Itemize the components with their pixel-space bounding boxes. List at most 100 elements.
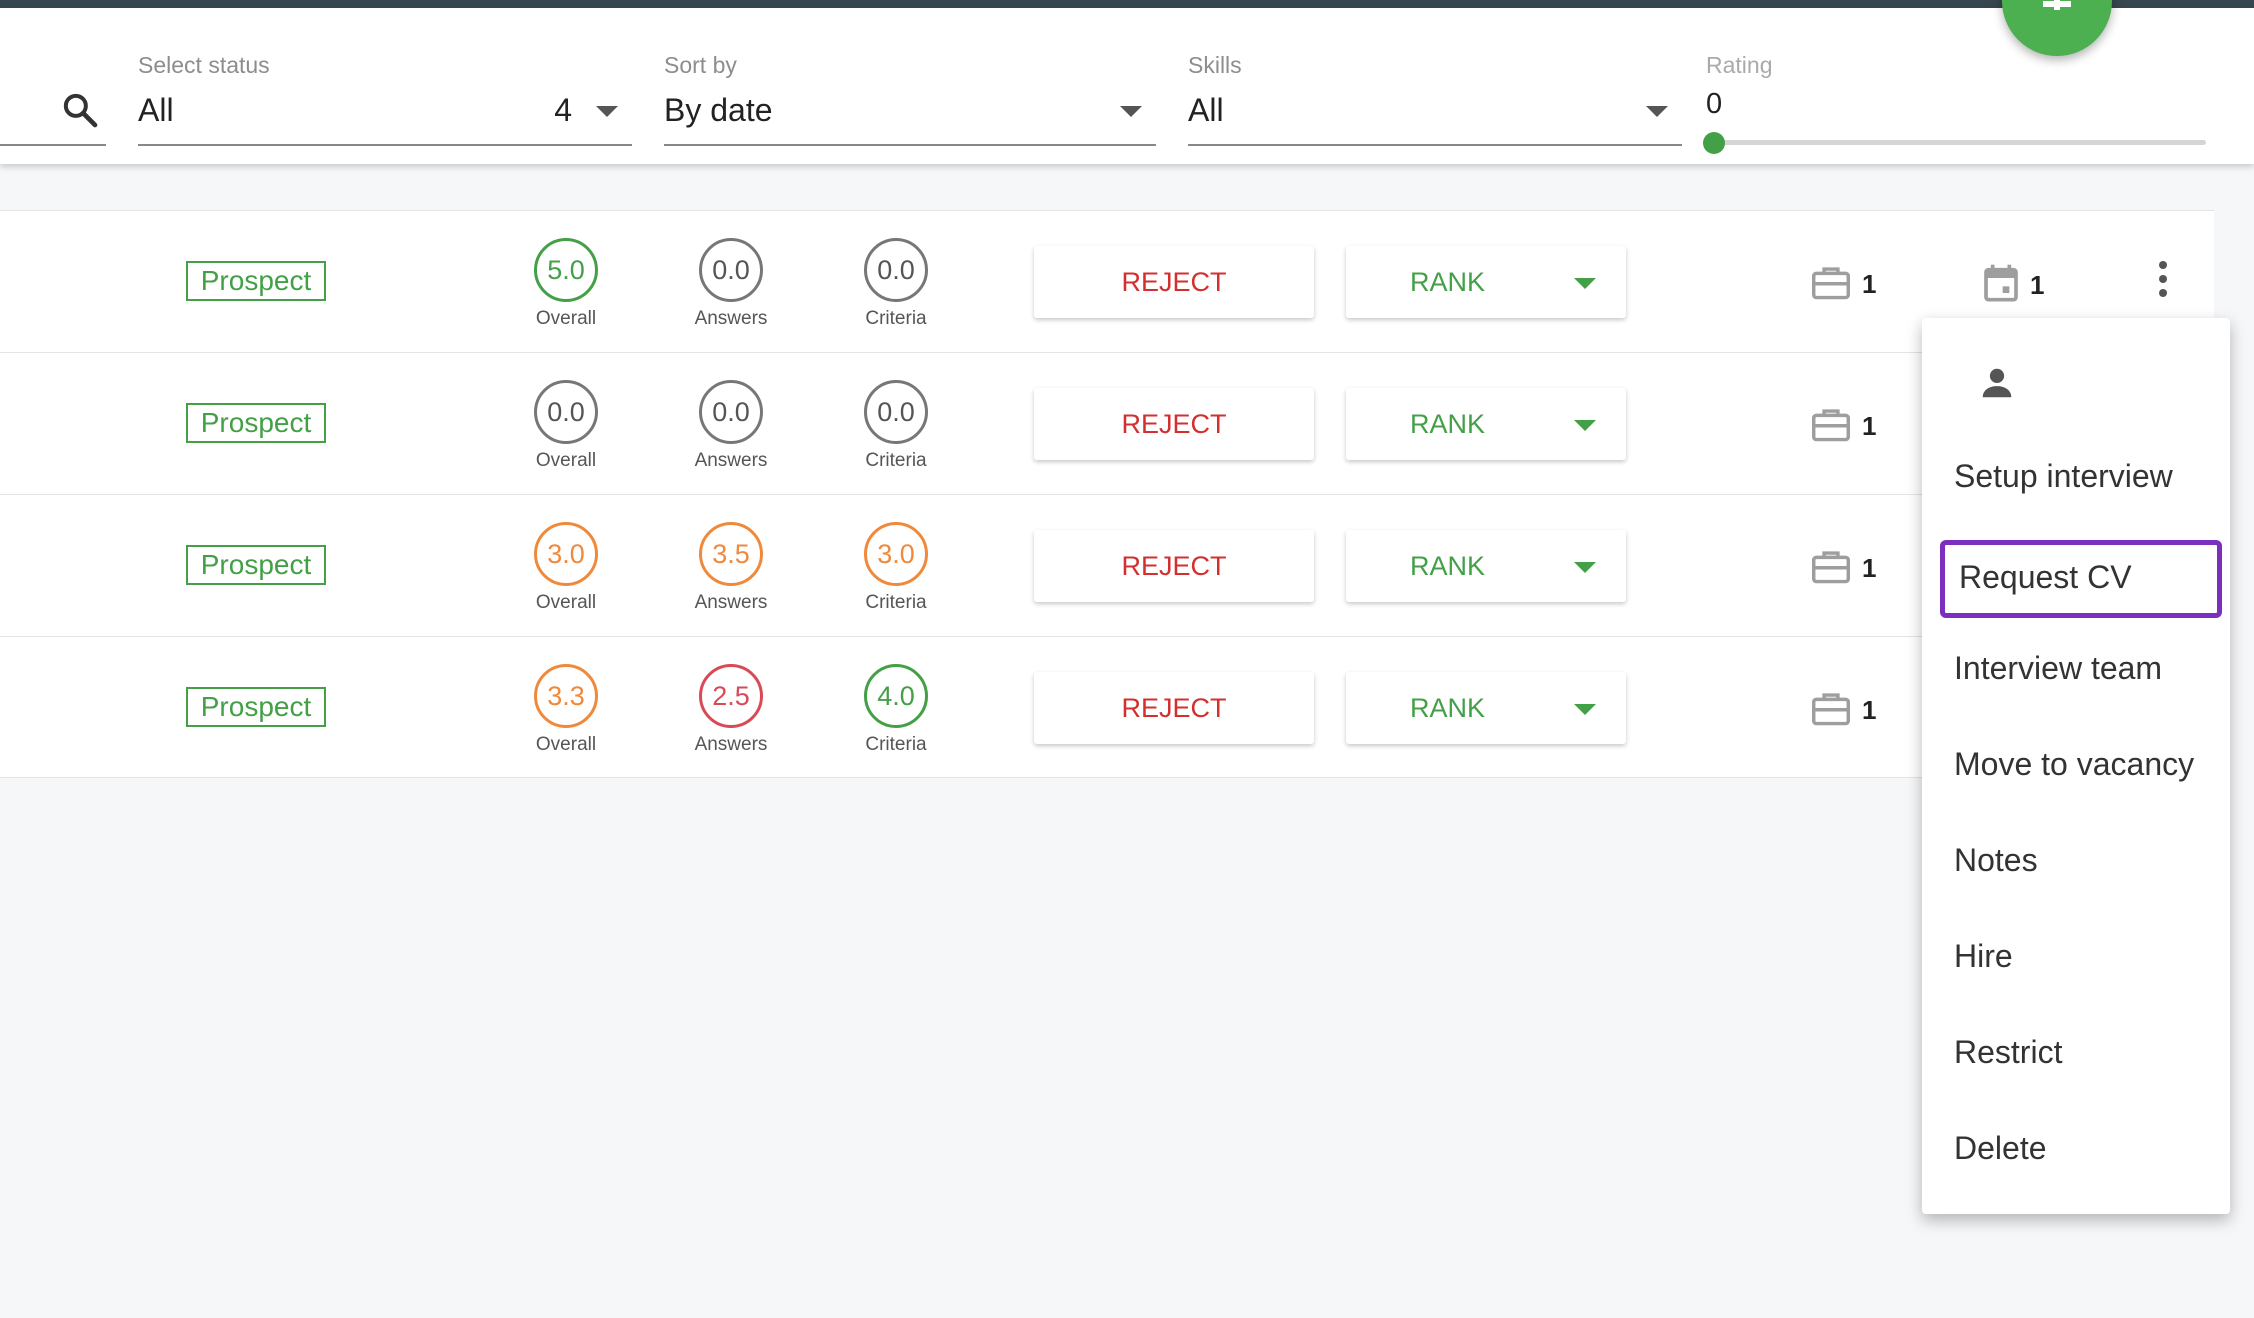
chevron-down-icon[interactable]: [1574, 562, 1596, 573]
menu-item-hire[interactable]: Hire: [1954, 938, 2013, 974]
status-select-value: All: [138, 92, 174, 128]
overall-score-value: 3.0: [534, 522, 598, 586]
status-select-label: Select status: [138, 52, 270, 78]
answers-score-caption: Answers: [694, 450, 768, 471]
overall-score: 3.0 Overall: [506, 522, 626, 614]
status-badge: Prospect: [186, 261, 326, 301]
status-select-underline: [138, 144, 632, 146]
criteria-score: 0.0 Criteria: [836, 238, 956, 330]
rating-filter: Rating 0: [1703, 42, 2206, 154]
reject-button[interactable]: REJECT: [1034, 530, 1314, 602]
menu-item-request-cv[interactable]: Request CV: [1940, 540, 2222, 618]
rank-button[interactable]: RANK: [1346, 388, 1626, 460]
criteria-score-value: 4.0: [864, 664, 928, 728]
answers-score-value: 0.0: [699, 380, 763, 444]
rating-slider-thumb[interactable]: [1703, 132, 1725, 154]
criteria-score-value: 0.0: [864, 380, 928, 444]
answers-score: 0.0 Answers: [671, 380, 791, 472]
menu-item-delete[interactable]: Delete: [1954, 1130, 2047, 1166]
candidate-row: Prospect 3.3 Overall 2.5 Answers 4.0 Criteria R…: [0, 636, 2214, 778]
chevron-down-icon[interactable]: [1574, 704, 1596, 715]
status-badge: Prospect: [186, 687, 326, 727]
overall-score-value: 3.3: [534, 664, 598, 728]
briefcase-icon: [1810, 405, 1852, 448]
reject-button[interactable]: REJECT: [1034, 246, 1314, 318]
criteria-score: 0.0 Criteria: [836, 380, 956, 472]
skills-select-value: All: [1188, 92, 1224, 128]
applications-count-value: 1: [1862, 269, 1877, 299]
criteria-score-caption: Criteria: [865, 308, 927, 329]
sort-select-label: Sort by: [664, 52, 737, 78]
answers-score: 2.5 Answers: [671, 664, 791, 756]
filter-bar: Select status All 4 Sort by By date Skil…: [0, 8, 2254, 164]
candidate-row: Prospect 0.0 Overall 0.0 Answers 0.0 Criteria R…: [0, 352, 2214, 494]
menu-item-notes[interactable]: Notes: [1954, 842, 2038, 878]
reject-button[interactable]: REJECT: [1034, 672, 1314, 744]
interviews-count[interactable]: 1: [1982, 263, 2044, 308]
criteria-score-caption: Criteria: [865, 592, 927, 613]
overall-score-caption: Overall: [535, 734, 597, 755]
applications-count[interactable]: 1: [1810, 689, 1876, 732]
sort-select[interactable]: Sort by By date: [664, 42, 1156, 146]
criteria-score: 4.0 Criteria: [836, 664, 956, 756]
criteria-score-value: 0.0: [864, 238, 928, 302]
rank-button[interactable]: RANK: [1346, 530, 1626, 602]
overall-score: 3.3 Overall: [506, 664, 626, 756]
applications-count-value: 1: [1862, 695, 1877, 725]
more-options-icon[interactable]: [2150, 257, 2176, 303]
skills-select[interactable]: Skills All: [1188, 42, 1682, 146]
top-strip: [0, 0, 2254, 8]
status-badge: Prospect: [186, 403, 326, 443]
calendar-icon: [1982, 263, 2020, 308]
rank-button[interactable]: RANK: [1346, 672, 1626, 744]
applications-count[interactable]: 1: [1810, 405, 1876, 448]
interviews-count-value: 1: [2030, 270, 2045, 300]
answers-score-caption: Answers: [694, 734, 768, 755]
sort-select-underline: [664, 144, 1156, 146]
status-count: 4: [554, 92, 572, 128]
criteria-score-value: 3.0: [864, 522, 928, 586]
status-select[interactable]: Select status All 4: [138, 42, 632, 146]
menu-item-setup-interview[interactable]: Setup interview: [1954, 458, 2173, 494]
rank-button[interactable]: RANK: [1346, 246, 1626, 318]
rank-button-label: RANK: [1410, 551, 1486, 581]
applications-count[interactable]: 1: [1810, 263, 1876, 306]
briefcase-icon: [1810, 263, 1852, 306]
menu-item-interview-team[interactable]: Interview team: [1954, 650, 2163, 686]
chevron-down-icon: [1646, 106, 1668, 117]
chevron-down-icon: [1120, 106, 1142, 117]
criteria-score-caption: Criteria: [865, 734, 927, 755]
rank-button-label: RANK: [1410, 693, 1486, 723]
menu-item-move-to-vacancy[interactable]: Move to vacancy: [1954, 746, 2195, 782]
rating-label: Rating: [1706, 52, 1773, 78]
answers-score: 3.5 Answers: [671, 522, 791, 614]
menu-item-restrict[interactable]: Restrict: [1954, 1034, 2063, 1070]
chevron-down-icon: [596, 106, 618, 117]
applications-count[interactable]: 1: [1810, 547, 1876, 590]
reject-button[interactable]: REJECT: [1034, 388, 1314, 460]
briefcase-icon: [1810, 547, 1852, 590]
answers-score-value: 3.5: [699, 522, 763, 586]
answers-score-caption: Answers: [694, 592, 768, 613]
answers-score-caption: Answers: [694, 308, 768, 329]
chevron-down-icon[interactable]: [1574, 278, 1596, 289]
status-badge: Prospect: [186, 545, 326, 585]
candidate-row: Prospect 3.0 Overall 3.5 Answers 3.0 Criteria R…: [0, 494, 2214, 636]
briefcase-icon: [1810, 689, 1852, 732]
overall-score: 0.0 Overall: [506, 380, 626, 472]
rating-value: 0: [1706, 88, 1723, 120]
candidate-actions-menu: Setup interview Request CV Interview team M…: [1922, 318, 2230, 1214]
criteria-score: 3.0 Criteria: [836, 522, 956, 614]
applications-count-value: 1: [1862, 553, 1877, 583]
skills-select-label: Skills: [1188, 52, 1242, 78]
overall-score-value: 0.0: [534, 380, 598, 444]
search-field[interactable]: [0, 78, 106, 146]
chevron-down-icon[interactable]: [1574, 420, 1596, 431]
answers-score-value: 0.0: [699, 238, 763, 302]
criteria-score-caption: Criteria: [865, 450, 927, 471]
overall-score: 5.0 Overall: [506, 238, 626, 330]
overall-score-caption: Overall: [535, 450, 597, 471]
overall-score-caption: Overall: [535, 308, 597, 329]
rating-slider-track[interactable]: [1714, 140, 2206, 145]
rank-button-label: RANK: [1410, 267, 1486, 297]
